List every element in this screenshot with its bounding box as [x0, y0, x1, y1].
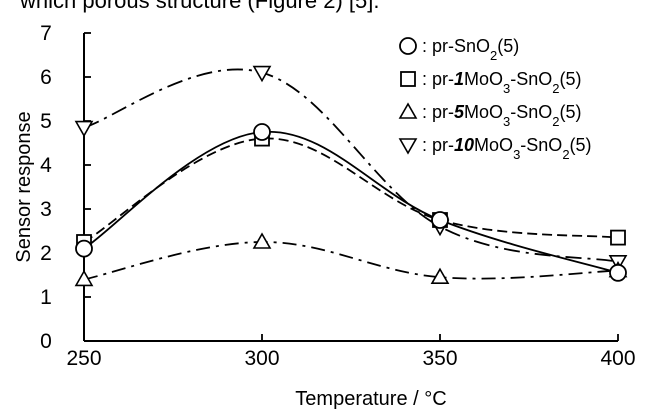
legend-entry: : pr-1MoO3-SnO2(5): [422, 69, 582, 96]
series-line-triangle-down: [83, 68, 619, 263]
data-point-triangle-up: [430, 267, 450, 285]
y-tick-label: 5: [40, 110, 52, 133]
y-tick-label: 7: [40, 22, 52, 45]
y-tick-label: 1: [40, 286, 52, 309]
x-tick-label: 300: [244, 347, 279, 370]
series-line-circle: [83, 131, 619, 274]
x-tick-label: 250: [66, 347, 101, 370]
data-point-circle: [253, 123, 271, 141]
y-axis-title: Sensor response: [13, 111, 35, 262]
data-point-circle: [431, 211, 449, 229]
x-tick-label: 400: [600, 347, 635, 370]
caption-fragment: which porous structure (Figure 2) [5].: [20, 0, 380, 13]
y-tick-label: 0: [40, 330, 52, 353]
legend-marker-triangle-down: [398, 138, 418, 155]
legend-entry: : pr-5MoO3-SnO2(5): [422, 102, 582, 129]
legend-entry: : pr-10MoO3-SnO2(5): [422, 135, 592, 162]
data-point-square: [610, 229, 626, 246]
data-point-circle: [609, 263, 627, 282]
y-tick-label: 2: [40, 242, 52, 265]
legend: : pr-SnO2(5) : pr-1MoO3-SnO2(5) : pr-5MoO3…: [398, 36, 592, 162]
x-tick-label: 350: [422, 347, 457, 370]
data-point-triangle-down: [252, 65, 272, 83]
series-markers: [74, 65, 628, 287]
legend-entry: : pr-SnO2(5): [422, 36, 519, 63]
x-axis-title: Temperature / °C: [295, 388, 446, 409]
y-tick-label: 3: [40, 198, 52, 221]
data-point-circle: [75, 239, 93, 258]
legend-marker-circle: [399, 37, 417, 55]
series-curves: [83, 68, 619, 281]
data-point-triangle-up: [74, 269, 94, 287]
y-tick-label: 4: [40, 154, 52, 177]
axes: 0 1 2 3 4 5 6 7 250 300 350 400 Temperature / °C Sens…: [13, 22, 636, 409]
data-point-triangle-down: [74, 120, 94, 138]
legend-marker-square: [400, 71, 416, 87]
legend-marker-triangle-up: [398, 102, 418, 119]
data-point-triangle-up: [252, 232, 272, 249]
y-tick-label: 6: [40, 66, 52, 89]
series-line-triangle-up: [83, 241, 619, 281]
